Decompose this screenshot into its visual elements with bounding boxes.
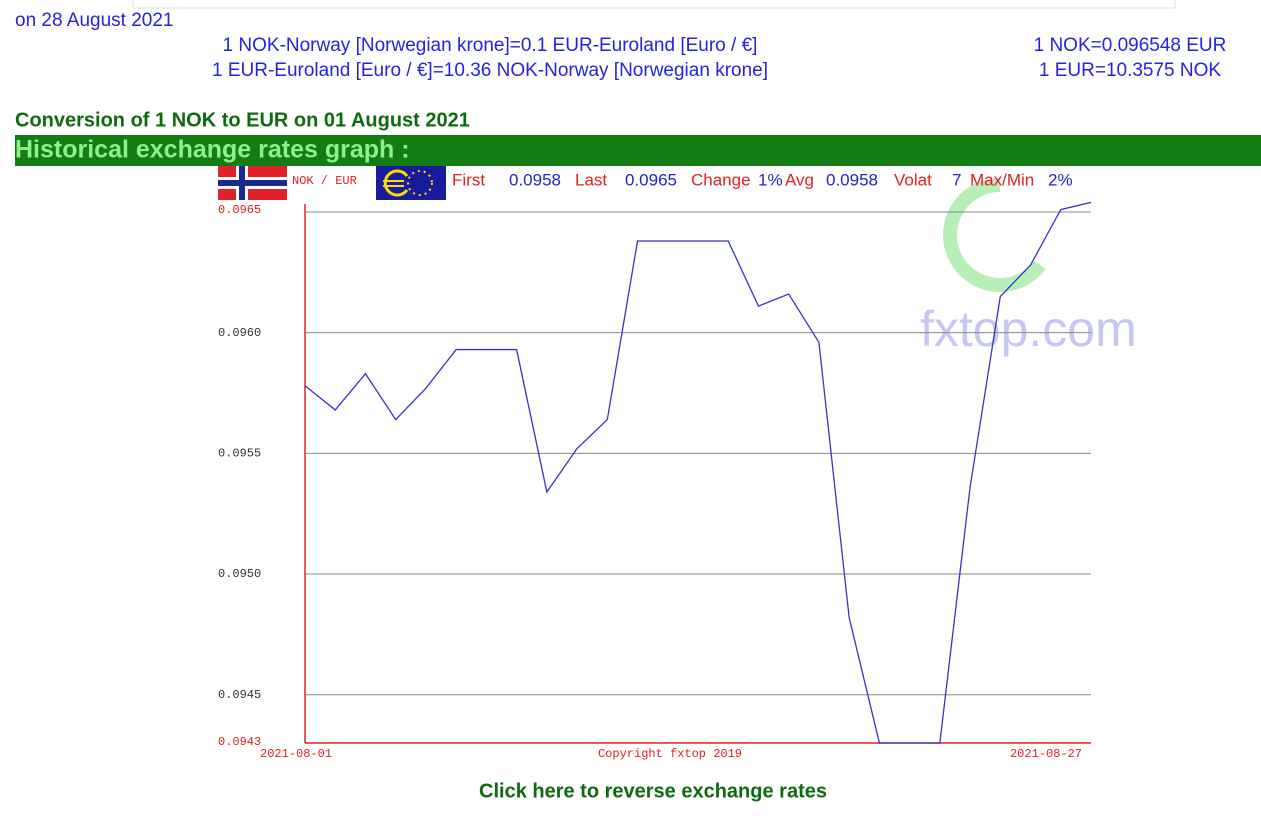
stat-label: Change xyxy=(691,170,751,189)
conversion: 1 EUR-Euroland [Euro / €]=10.36 NOK-Norw… xyxy=(212,60,768,81)
stat-value: 0.0965 xyxy=(625,170,677,189)
top-box xyxy=(132,0,1176,9)
reverse-link[interactable]: Click here to reverse exchange rates xyxy=(479,780,827,802)
series-line xyxy=(304,201,1092,744)
copyright: Copyright fxtop 2019 xyxy=(598,747,742,761)
plot: First 0.0958 Last 0.0965 Change 1% Avg 0.0958 Vo… xyxy=(218,170,1092,761)
stat-label: Volat xyxy=(894,170,932,189)
stat-label: First xyxy=(452,170,485,189)
stat-label: Avg xyxy=(785,170,814,189)
stat-value: 1% xyxy=(758,170,783,189)
rate: 1 EUR=10.3575 NOK xyxy=(1039,60,1222,81)
flag-norway xyxy=(218,166,287,200)
date-line: on 28 August 2021 xyxy=(15,10,173,31)
conversion: 1 NOK-Norway [Norwegian krone]=0.1 EUR-E… xyxy=(223,35,758,56)
stat-value: 7 xyxy=(952,170,961,189)
rate: 1 NOK=0.096548 EUR xyxy=(1034,35,1227,56)
stat-label: Last xyxy=(575,170,607,189)
y-tick-label: 0.0960 xyxy=(218,326,261,340)
y-tick-label: 0.0950 xyxy=(218,567,261,581)
stat-value: 0.0958 xyxy=(509,170,561,189)
y-tick-label: 0.0955 xyxy=(218,447,261,461)
conversion-heading: Conversion of 1 NOK to EUR on 01 August … xyxy=(15,109,470,131)
stat-label: Max/Min xyxy=(970,170,1034,189)
section-title: Historical exchange rates graph : xyxy=(15,136,410,164)
x-tick-label: 2021-08-01 xyxy=(260,747,332,761)
y-tick-label: 0.0965 xyxy=(218,203,261,217)
stat-value: 2% xyxy=(1048,170,1073,189)
watermark: fxtop.com xyxy=(920,301,1137,357)
watermark-logo xyxy=(943,178,1046,292)
y-tick-label: 0.0943 xyxy=(218,735,261,749)
legend-name: NOK / EUR xyxy=(292,174,357,188)
section-bar xyxy=(15,135,1261,166)
y-tick-label: 0.0945 xyxy=(218,688,261,702)
flag-eu xyxy=(376,166,446,200)
stat-value: 0.0958 xyxy=(826,170,878,189)
x-tick-label: 2021-08-27 xyxy=(1010,747,1082,761)
